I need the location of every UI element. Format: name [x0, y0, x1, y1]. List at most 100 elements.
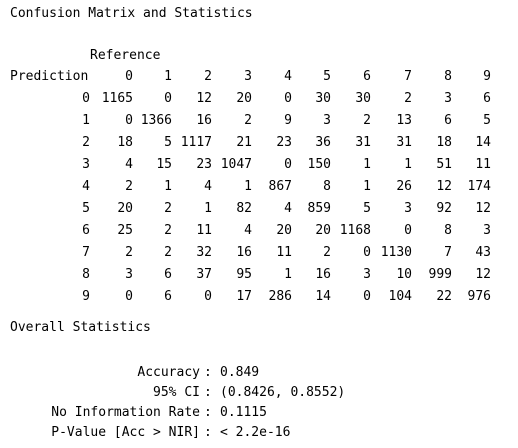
output-title: Confusion Matrix and Statistics: [10, 6, 253, 21]
matrix-cell: 9: [284, 113, 292, 128]
matrix-cell: 3: [363, 267, 371, 282]
matrix-header-row: Prediction 0 1 2 3 4 5 6 7 8 9: [0, 66, 518, 88]
row-label: 7: [82, 245, 90, 260]
matrix-row: 9 0 6 0 17 286 14 0 104 22 976: [0, 286, 518, 308]
overall-statistics-title: Overall Statistics: [10, 320, 151, 335]
matrix-row: 6 25 2 11 4 20 20 1168 0 8 3: [0, 220, 518, 242]
matrix-cell: 15: [156, 157, 172, 172]
matrix-cell: 43: [475, 245, 491, 260]
matrix-cell: 22: [436, 289, 452, 304]
matrix-cell: 23: [196, 157, 212, 172]
matrix-cell: 11: [196, 223, 212, 238]
matrix-cell: 8: [323, 179, 331, 194]
row-label: 5: [82, 201, 90, 216]
matrix-cell: 1: [404, 157, 412, 172]
row-label: 4: [82, 179, 90, 194]
matrix-cell: 4: [125, 157, 133, 172]
row-label: 3: [82, 157, 90, 172]
matrix-cell: 2: [125, 245, 133, 260]
matrix-cell: 1117: [180, 135, 212, 150]
row-label: 6: [82, 223, 90, 238]
matrix-cell: 1: [363, 157, 371, 172]
matrix-cell: 859: [307, 201, 331, 216]
matrix-cell: 999: [428, 267, 452, 282]
matrix-cell: 3: [323, 113, 331, 128]
matrix-cell: 0: [284, 157, 292, 172]
matrix-cell: 1: [284, 267, 292, 282]
statistic-label: Accuracy: [137, 365, 200, 380]
matrix-row: 5 20 2 1 82 4 859 5 3 92 12: [0, 198, 518, 220]
matrix-cell: 82: [236, 201, 252, 216]
matrix-cell: 7: [444, 245, 452, 260]
matrix-cell: 174: [467, 179, 491, 194]
matrix-cell: 31: [396, 135, 412, 150]
row-label: 8: [82, 267, 90, 282]
matrix-cell: 30: [355, 91, 371, 106]
prediction-label: Prediction: [10, 69, 89, 84]
matrix-cell: 16: [315, 267, 331, 282]
column-header-9: 9: [483, 69, 491, 84]
matrix-cell: 11: [475, 157, 491, 172]
statistic-row: Accuracy:0.849: [0, 362, 518, 384]
matrix-cell: 10: [396, 267, 412, 282]
statistic-value: 0.849: [220, 365, 260, 380]
matrix-cell: 51: [436, 157, 452, 172]
matrix-cell: 23: [276, 135, 292, 150]
matrix-row: 4 2 1 4 1 867 8 1 26 12 174: [0, 176, 518, 198]
matrix-cell: 5: [483, 113, 491, 128]
matrix-cell: 3: [444, 91, 452, 106]
column-header-5: 5: [323, 69, 331, 84]
matrix-cell: 150: [307, 157, 331, 172]
matrix-cell: 20: [315, 223, 331, 238]
matrix-cell: 2: [164, 223, 172, 238]
matrix-cell: 5: [363, 201, 371, 216]
matrix-row: 2 18 5 1117 21 23 36 31 31 18 14: [0, 132, 518, 154]
matrix-cell: 0: [125, 113, 133, 128]
reference-label: Reference: [90, 48, 161, 63]
matrix-cell: 20: [236, 91, 252, 106]
column-header-7: 7: [404, 69, 412, 84]
matrix-cell: 12: [475, 267, 491, 282]
matrix-cell: 20: [276, 223, 292, 238]
matrix-cell: 13: [396, 113, 412, 128]
column-header-4: 4: [284, 69, 292, 84]
matrix-cell: 2: [164, 201, 172, 216]
matrix-cell: 1: [244, 179, 252, 194]
column-header-8: 8: [444, 69, 452, 84]
matrix-cell: 4: [244, 223, 252, 238]
matrix-cell: 0: [363, 289, 371, 304]
matrix-cell: 2: [125, 179, 133, 194]
statistic-value: 0.1115: [220, 405, 267, 420]
matrix-cell: 104: [388, 289, 412, 304]
matrix-cell: 3: [404, 201, 412, 216]
matrix-cell: 26: [396, 179, 412, 194]
matrix-cell: 0: [284, 91, 292, 106]
matrix-cell: 36: [315, 135, 331, 150]
statistic-row: 95% CI: (0.8426, 0.8552): [0, 382, 518, 404]
matrix-cell: 4: [204, 179, 212, 194]
column-header-2: 2: [204, 69, 212, 84]
matrix-cell: 12: [196, 91, 212, 106]
matrix-cell: 32: [196, 245, 212, 260]
matrix-cell: 867: [268, 179, 292, 194]
matrix-cell: 2: [363, 113, 371, 128]
matrix-cell: 0: [363, 245, 371, 260]
statistic-label: P-Value [Acc > NIR]: [51, 425, 200, 440]
matrix-cell: 1: [204, 201, 212, 216]
matrix-cell: 0: [125, 289, 133, 304]
statistic-value: < 2.2e-16: [220, 425, 291, 440]
column-header-0: 0: [125, 69, 133, 84]
matrix-cell: 0: [164, 91, 172, 106]
matrix-row: 7 2 2 32 16 11 2 0 1130 7 43: [0, 242, 518, 264]
matrix-cell: 6: [164, 267, 172, 282]
column-header-6: 6: [363, 69, 371, 84]
matrix-cell: 18: [436, 135, 452, 150]
matrix-cell: 2: [164, 245, 172, 260]
statistic-label: No Information Rate: [51, 405, 200, 420]
matrix-cell: 1168: [339, 223, 371, 238]
matrix-cell: 25: [117, 223, 133, 238]
matrix-cell: 16: [196, 113, 212, 128]
row-label: 9: [82, 289, 90, 304]
column-header-1: 1: [164, 69, 172, 84]
